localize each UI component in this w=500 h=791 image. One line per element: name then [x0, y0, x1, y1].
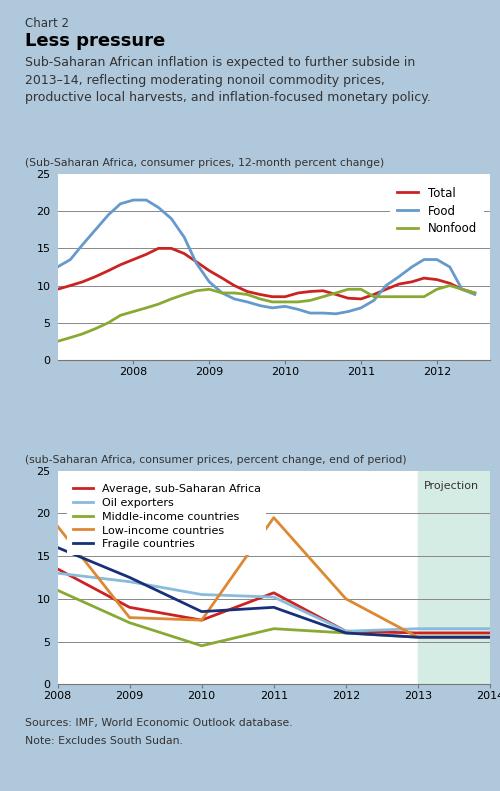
Legend: Total, Food, Nonfood: Total, Food, Nonfood — [390, 180, 484, 243]
Legend: Average, sub-Saharan Africa, Oil exporters, Middle-income countries, Low-income : Average, sub-Saharan Africa, Oil exporte… — [68, 479, 266, 555]
Text: Note: Excludes South Sudan.: Note: Excludes South Sudan. — [25, 736, 183, 746]
Text: Projection: Projection — [424, 481, 479, 491]
Text: Sub-Saharan African inflation is expected to further subside in
2013–14, reflect: Sub-Saharan African inflation is expecte… — [25, 56, 431, 104]
Text: Chart 2: Chart 2 — [25, 17, 69, 29]
Text: (sub-Saharan Africa, consumer prices, percent change, end of period): (sub-Saharan Africa, consumer prices, pe… — [25, 455, 406, 465]
Text: (Sub-Saharan Africa, consumer prices, 12-month percent change): (Sub-Saharan Africa, consumer prices, 12… — [25, 158, 384, 168]
Bar — [418, 471, 500, 684]
Text: Sources: IMF, World Economic Outlook database.: Sources: IMF, World Economic Outlook dat… — [25, 718, 292, 729]
Text: Less pressure: Less pressure — [25, 32, 165, 50]
